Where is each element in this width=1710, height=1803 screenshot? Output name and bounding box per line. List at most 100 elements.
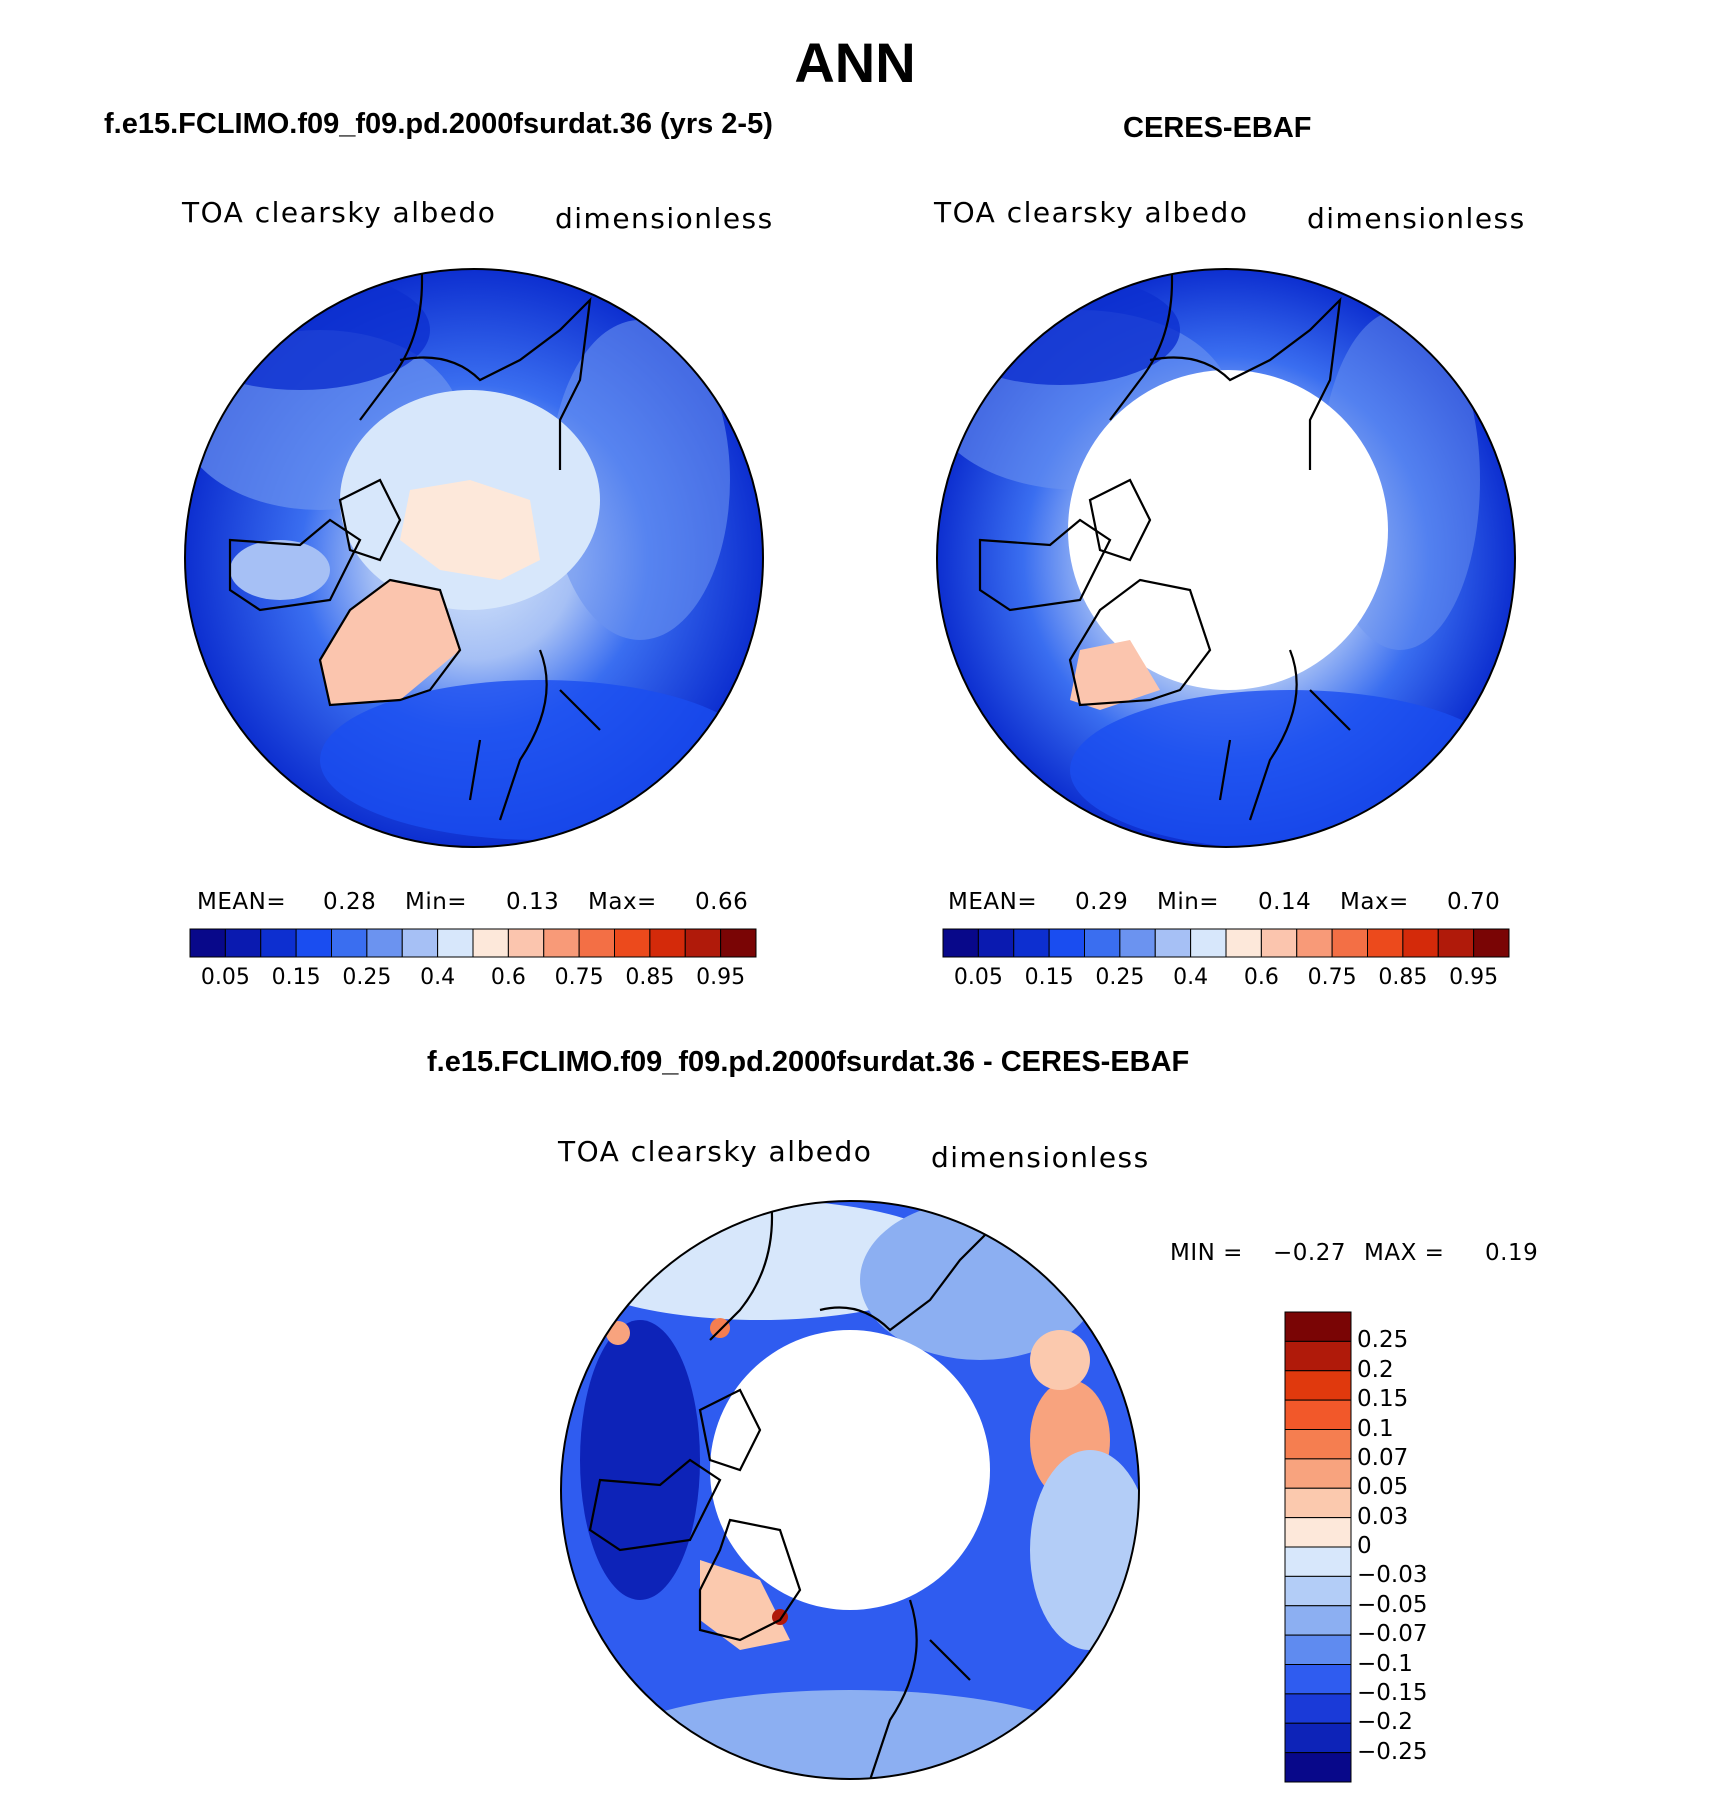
model-variable-label: TOA clearsky albedo [182, 196, 497, 229]
obs-variable-label: TOA clearsky albedo [934, 196, 1249, 229]
model-colorbar-tick-label: 0.05 [200, 965, 250, 990]
model-colorbar-swatch [366, 928, 403, 958]
diff-colorbar-tick-label: −0.2 [1357, 1709, 1413, 1736]
model-max-label: Max= [588, 889, 657, 915]
model-mean-value: 0.28 [323, 889, 377, 915]
model-colorbar-swatch [224, 928, 262, 958]
diff-colorbar-swatch [1284, 1752, 1352, 1783]
obs-colorbar-swatch [1119, 928, 1156, 958]
obs-colorbar-swatch [1048, 928, 1085, 958]
diff-colorbar-tick-label: 0 [1357, 1533, 1372, 1559]
diff-colorbar-tick-label: −0.15 [1357, 1679, 1428, 1706]
obs-colorbar-swatch [977, 928, 1015, 958]
model-colorbar-tick-label: 0.4 [420, 965, 456, 990]
model-colorbar-tick-label: 0.25 [342, 965, 392, 990]
obs-min-value: 0.14 [1258, 889, 1312, 915]
model-colorbar-swatch [437, 928, 474, 958]
page-title: ANN [794, 31, 916, 94]
diff-colorbar-swatch [1284, 1517, 1352, 1548]
model-colorbar-swatch [331, 928, 368, 958]
obs-mean-label: MEAN= [948, 889, 1038, 915]
diff-colorbar-swatch [1284, 1458, 1352, 1489]
obs-colorbar-swatch [942, 928, 979, 958]
model-colorbar-tick-label: 0.95 [696, 965, 746, 990]
model-colorbar-swatch [543, 928, 580, 958]
diff-colorbar-tick-label: −0.07 [1357, 1621, 1428, 1648]
obs-colorbar-swatch [1367, 928, 1404, 958]
diff-variable-label: TOA clearsky albedo [558, 1135, 873, 1168]
obs-colorbar-tick-label: 0.25 [1095, 965, 1145, 990]
model-min-label: Min= [405, 889, 468, 915]
obs-colorbar-swatch [1296, 928, 1333, 958]
obs-mean-value: 0.29 [1075, 889, 1129, 915]
model-colorbar-tick-label: 0.85 [625, 965, 675, 990]
diff-colorbar-tick-label: −0.1 [1357, 1650, 1413, 1677]
obs-units-label: dimensionless [1307, 202, 1526, 235]
model-colorbar-swatch [401, 928, 439, 958]
model-colorbar-swatch [260, 928, 297, 958]
obs-colorbar-swatch [1084, 928, 1121, 958]
diff-colorbar-swatch [1284, 1311, 1352, 1342]
model-units-label: dimensionless [555, 202, 774, 235]
model-colorbar-swatch [295, 928, 332, 958]
model-colorbar-tick-label: 0.75 [554, 965, 604, 990]
model-min-value: 0.13 [506, 889, 560, 915]
model-colorbar-swatch [720, 928, 757, 958]
diff-colorbar-tick-label: −0.25 [1357, 1738, 1428, 1765]
diff-colorbar-swatch [1284, 1634, 1352, 1665]
diff-colorbar-tick-label: 0.2 [1357, 1356, 1394, 1383]
obs-colorbar-tick-label: 0.95 [1449, 965, 1499, 990]
diff-units-label: dimensionless [931, 1141, 1150, 1174]
model-colorbar-tick-label: 0.15 [271, 965, 321, 990]
obs-colorbar-tick-label: 0.4 [1173, 965, 1209, 990]
obs-colorbar-tick-label: 0.75 [1307, 965, 1357, 990]
obs-colorbar-swatch [1013, 928, 1050, 958]
diff-colorbar-swatch [1284, 1487, 1352, 1519]
model-max-value: 0.66 [695, 889, 749, 915]
diff-min-value: −0.27 [1273, 1240, 1346, 1266]
obs-max-label: Max= [1340, 889, 1409, 915]
diff-colorbar-swatch [1284, 1664, 1352, 1695]
obs-panel-title: CERES-EBAF [1123, 112, 1312, 144]
obs-colorbar-swatch [1260, 928, 1298, 958]
model-colorbar-swatch [684, 928, 722, 958]
obs-colorbar-tick-label: 0.15 [1024, 965, 1074, 990]
diff-colorbar-swatch [1284, 1575, 1352, 1607]
model-colorbar-swatch [472, 928, 509, 958]
model-mean-label: MEAN= [197, 889, 287, 915]
obs-colorbar-swatch [1473, 928, 1510, 958]
diff-max-label: MAX = [1364, 1240, 1445, 1266]
diff-colorbar-tick-label: 0.07 [1357, 1444, 1409, 1471]
model-colorbar-swatch [578, 928, 615, 958]
diff-colorbar [1284, 1311, 1352, 1783]
obs-colorbar-swatch [1154, 928, 1192, 958]
diff-colorbar-swatch [1284, 1546, 1352, 1577]
obs-colorbar-tick-label: 0.6 [1243, 965, 1279, 990]
diff-colorbar-tick-label: −0.05 [1357, 1591, 1428, 1618]
diff-colorbar-swatch [1284, 1399, 1352, 1430]
diff-max-value: 0.19 [1485, 1240, 1539, 1266]
model-colorbar-swatch [614, 928, 651, 958]
obs-min-label: Min= [1157, 889, 1220, 915]
diff-colorbar-swatch [1284, 1693, 1352, 1724]
diff-colorbar-tick-label: −0.03 [1357, 1562, 1428, 1589]
diff-colorbar-tick-label: 0.05 [1357, 1474, 1409, 1501]
obs-colorbar-swatch [1225, 928, 1262, 958]
diff-panel-title: f.e15.FCLIMO.f09_f09.pd.2000fsurdat.36 -… [427, 1046, 1190, 1078]
obs-colorbar-tick-label: 0.05 [953, 965, 1003, 990]
diff-colorbar-swatch [1284, 1722, 1352, 1754]
diff-colorbar-swatch [1284, 1340, 1352, 1372]
obs-colorbar-tick-label: 0.85 [1378, 965, 1428, 990]
obs-colorbar-swatch [1437, 928, 1475, 958]
model-colorbar-swatch [649, 928, 686, 958]
diff-min-label: MIN = [1170, 1240, 1243, 1266]
model-colorbar-swatch [507, 928, 545, 958]
model-colorbar-tick-label: 0.6 [490, 965, 526, 990]
diff-colorbar-tick-label: 0.15 [1357, 1386, 1409, 1413]
diff-colorbar-swatch [1284, 1605, 1352, 1636]
model-panel-title: f.e15.FCLIMO.f09_f09.pd.2000fsurdat.36 (… [104, 108, 773, 140]
obs-colorbar [942, 928, 1510, 958]
diff-colorbar-tick-label: 0.1 [1357, 1415, 1394, 1442]
obs-max-value: 0.70 [1447, 889, 1501, 915]
diff-colorbar-tick-label: 0.25 [1357, 1327, 1409, 1354]
